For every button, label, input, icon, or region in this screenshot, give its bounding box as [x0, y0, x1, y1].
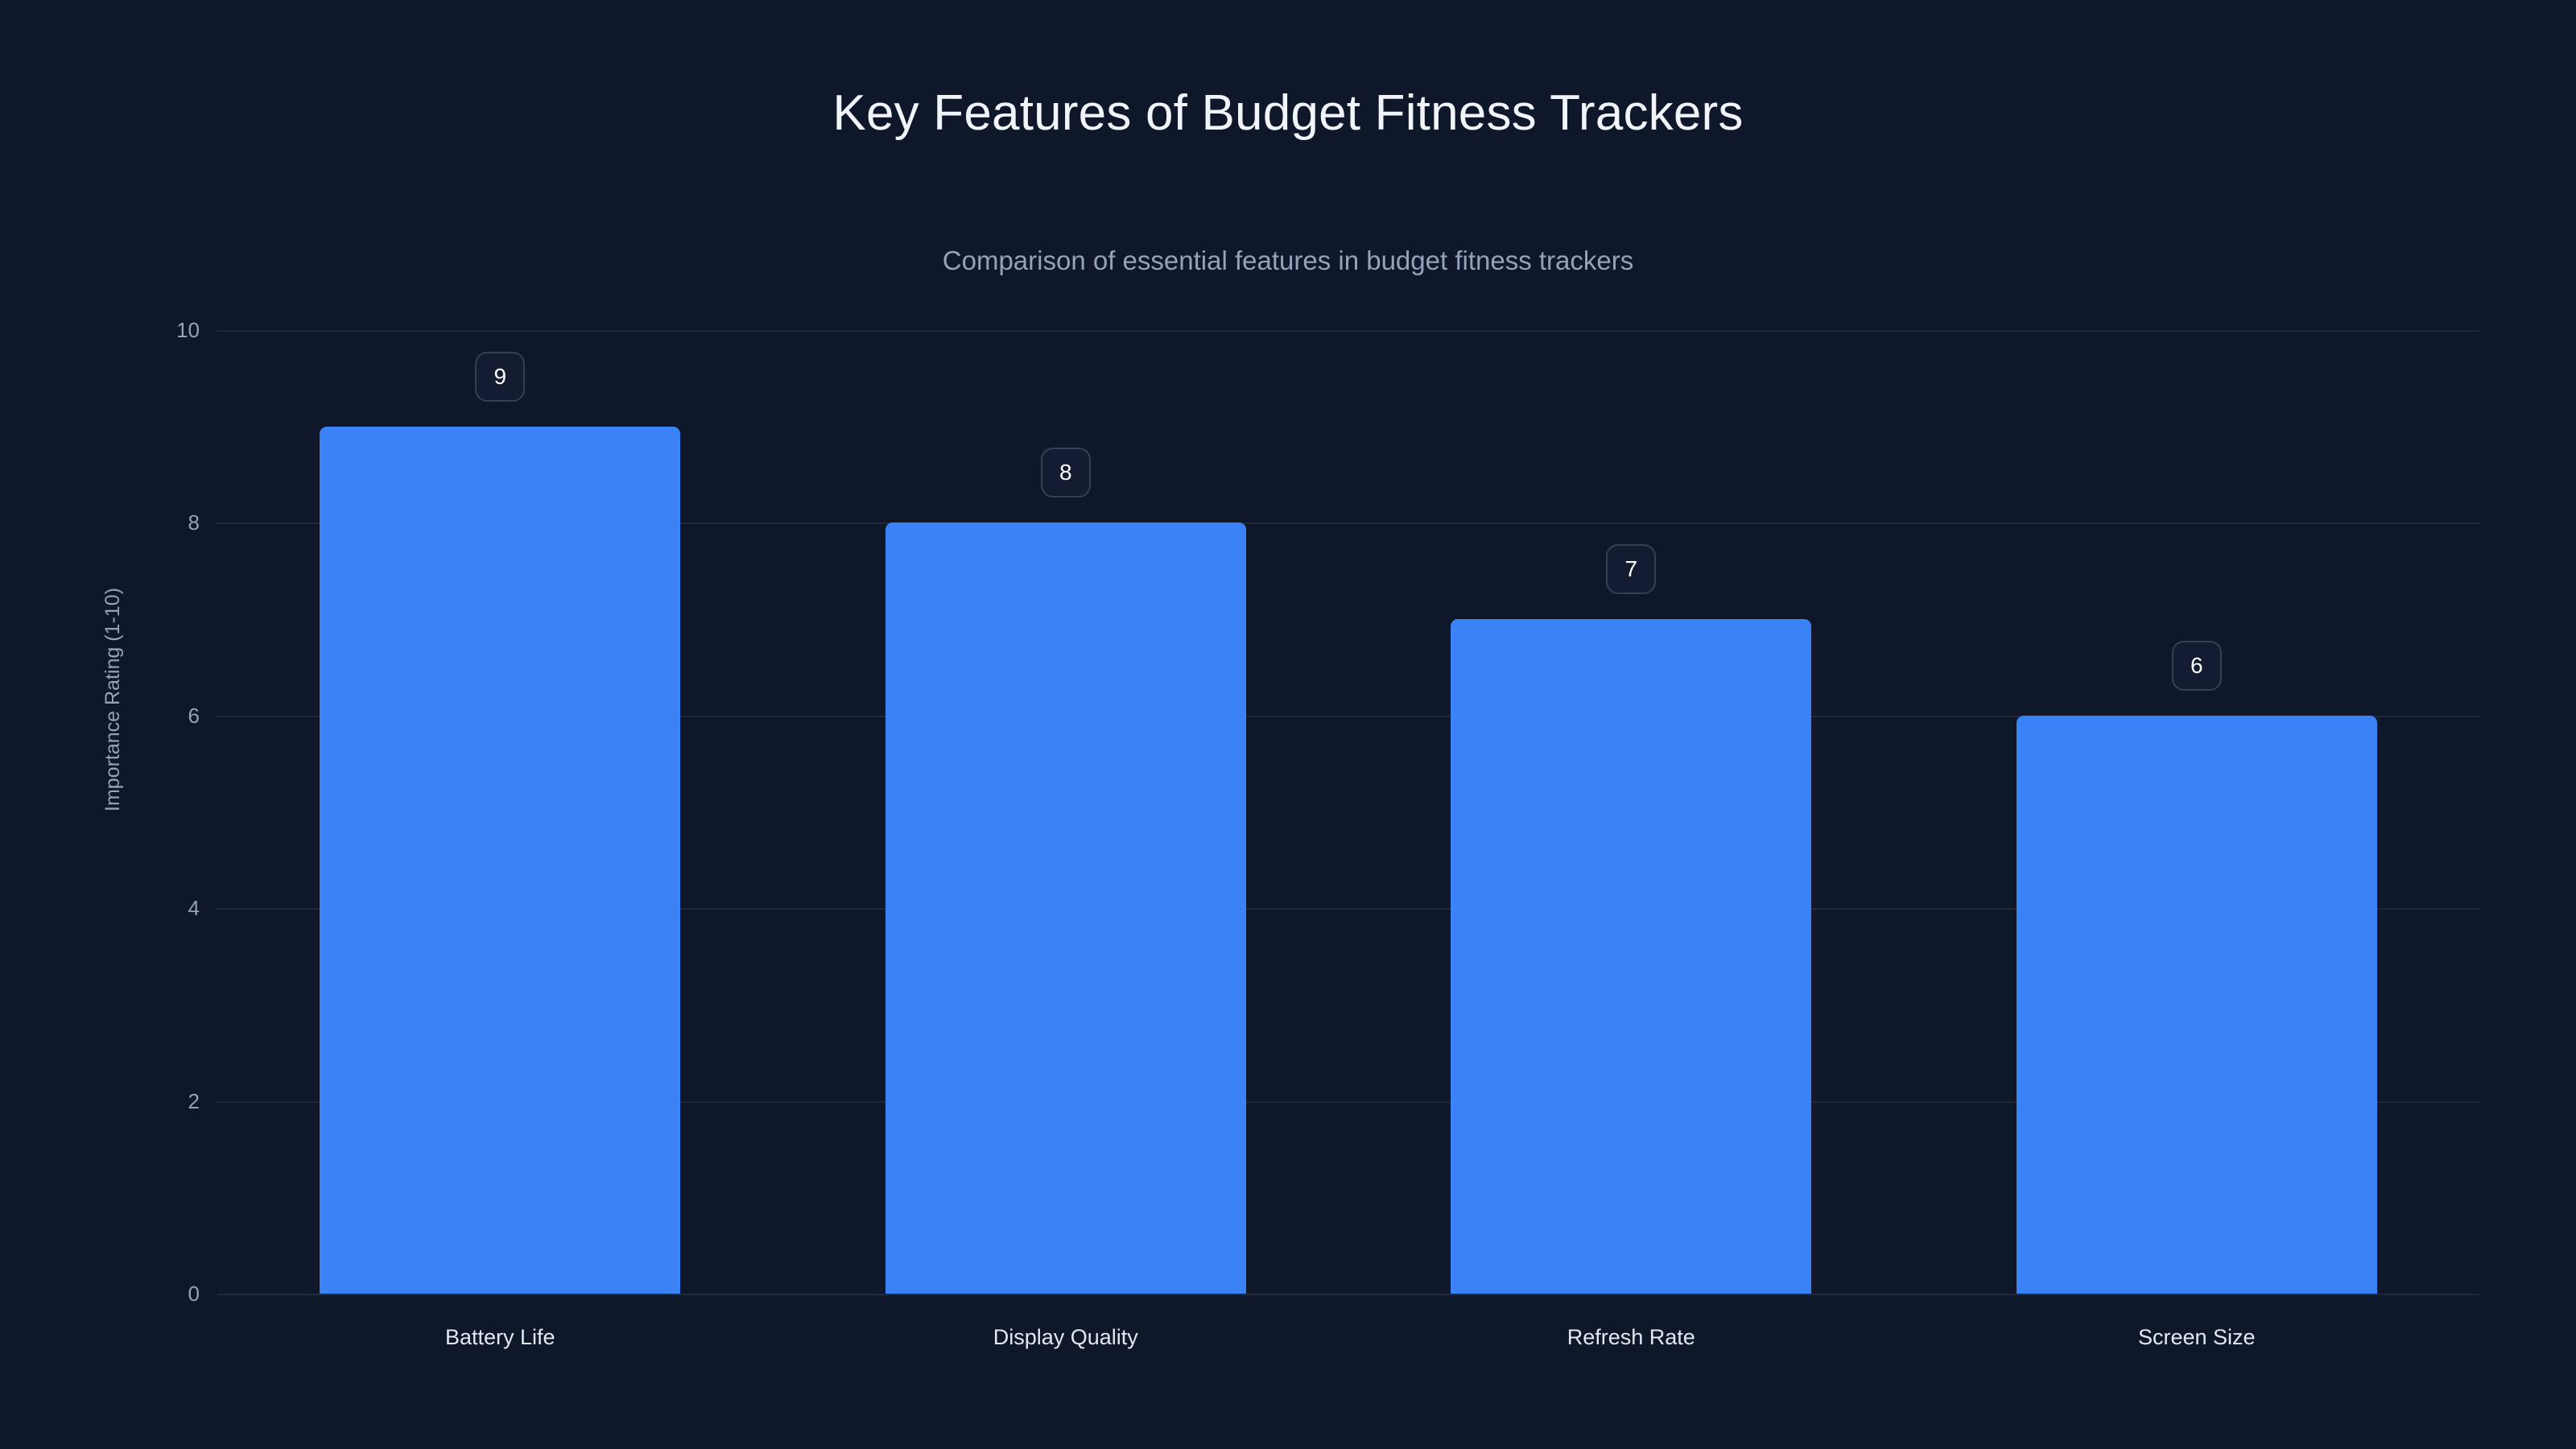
gridline	[217, 715, 2479, 717]
bar[interactable]	[2016, 715, 2377, 1294]
gridline	[217, 908, 2479, 910]
bar[interactable]	[1451, 619, 1812, 1294]
y-axis-tick-label: 2	[188, 1088, 200, 1113]
bar-value-label: 6	[2171, 640, 2222, 691]
x-axis-tick-label: Refresh Rate	[1567, 1325, 1695, 1349]
x-axis-tick-label: Screen Size	[2137, 1325, 2256, 1349]
gridline	[217, 330, 2479, 332]
y-axis-tick-label: 10	[176, 318, 200, 342]
y-axis-tick-label: 0	[188, 1282, 200, 1306]
y-axis-tick-labels: 10 8 6 4 2 0	[0, 320, 200, 1304]
x-axis-tick-label: Battery Life	[444, 1325, 555, 1349]
bar[interactable]	[885, 522, 1246, 1294]
y-axis-tick-label: 6	[188, 703, 200, 728]
bar-value-label: 9	[475, 351, 526, 402]
plot-area	[217, 330, 2479, 1295]
gridline	[217, 1100, 2479, 1103]
gridline	[217, 522, 2479, 525]
bar-value-label: 8	[1040, 448, 1091, 498]
y-axis-tick-label: 4	[188, 896, 200, 921]
y-axis-tick-label: 8	[188, 510, 200, 535]
x-axis-tick-label: Display Quality	[993, 1325, 1138, 1349]
chart-subtitle: Comparison of essential features in budg…	[942, 246, 1634, 275]
bar[interactable]	[320, 426, 681, 1294]
bar-value-label: 7	[1606, 544, 1657, 595]
gridline	[217, 1294, 2479, 1295]
chart-title: Key Features of Budget Fitness Trackers	[832, 85, 1744, 141]
